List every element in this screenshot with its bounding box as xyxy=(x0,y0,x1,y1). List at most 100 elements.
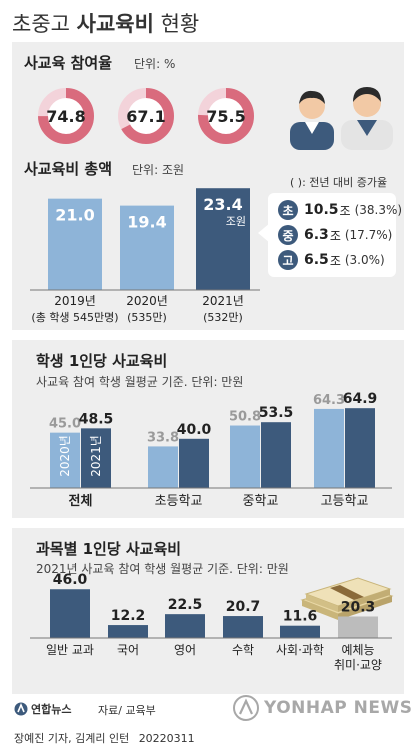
value-elementary: 10.5 xyxy=(304,202,339,218)
page-title: 초중고 사교육비 현황 xyxy=(12,8,199,38)
ps-bar-2020-2 xyxy=(148,446,178,488)
subject-bar-4 xyxy=(223,616,263,638)
ps-value-2021-3: 53.5 xyxy=(259,405,294,421)
title-bold: 사교육비 xyxy=(76,12,154,36)
subject-category-3: 영어 xyxy=(174,643,196,657)
student-face-icon xyxy=(299,93,325,119)
ps-value-2021-4: 64.9 xyxy=(343,391,378,407)
total-student-label-2: (535만) xyxy=(127,311,167,324)
value-high: 6.5 xyxy=(304,252,329,268)
callout-row-middle: 중 6.3 조 (17.7%) xyxy=(278,223,392,247)
subject-bar-3 xyxy=(165,614,205,638)
subject-value-4: 20.7 xyxy=(226,599,261,615)
title-suffix: 현황 xyxy=(153,12,200,36)
total-year-label-1: 2019년 xyxy=(54,294,96,308)
ps-bar-2020-1 xyxy=(50,432,80,488)
credit-text: 장예진 기자, 김계리 인턴 xyxy=(14,732,130,745)
badge-high: 고 xyxy=(278,250,298,270)
date-text: 20220311 xyxy=(138,732,195,745)
credit-line: 장예진 기자, 김계리 인턴 20220311 xyxy=(14,730,195,746)
pct-high: (3.0%) xyxy=(344,253,385,267)
per-student-title: 학생 1인당 사교육비 xyxy=(36,352,168,370)
participation-title: 사교육 참여율 xyxy=(24,54,113,72)
ring-arc-3 xyxy=(198,88,254,144)
subject-value-2: 12.2 xyxy=(111,608,146,624)
callout-row-elementary: 초 10.5 조 (38.3%) xyxy=(278,198,402,222)
ps-value-2020-3: 50.8 xyxy=(229,410,261,425)
ring-arc-1 xyxy=(38,88,94,144)
ps-category-3: 중학교 xyxy=(243,494,279,509)
subject-bar-2 xyxy=(108,625,148,638)
ps-bar-2021-3 xyxy=(261,422,291,488)
subject-value-3: 22.5 xyxy=(168,597,203,613)
yonhap-logo-icon xyxy=(14,702,28,716)
per-student-subtitle: 사교육 참여 학생 월평균 기준. 단위: 만원 xyxy=(36,375,244,389)
ps-value-2020-4: 64.3 xyxy=(313,393,345,408)
per-subject-chart: 46.0 일반 교과 12.2 국어 22.5 영어 20.7 수학 11.6 사회·과학 20.3… xyxy=(30,572,392,672)
total-bar-label-1: 21.0 xyxy=(55,206,94,225)
source-text: 자료/ 교육부 xyxy=(98,704,156,717)
ps-value-2020-2: 33.8 xyxy=(147,430,179,445)
ring-value-3: 75.5 xyxy=(206,107,245,126)
unit-high: 조 xyxy=(329,253,341,268)
ps-category-2: 초등학교 xyxy=(155,494,203,509)
subject-category-6-line2: 취미·교양 xyxy=(334,658,382,672)
callout-box: 초 10.5 조 (38.3%) 중 6.3 조 (17.7%) 고 6.5 조 (3.0%… xyxy=(268,193,402,277)
badge-middle: 중 xyxy=(278,225,298,245)
subject-category-5: 사회·과학 xyxy=(276,643,324,657)
watermark: YONHAP NEWS xyxy=(232,694,412,722)
total-year-label-2: 2020년 xyxy=(126,294,168,308)
ring-value-1: 74.8 xyxy=(46,107,85,126)
subject-category-2: 국어 xyxy=(117,643,139,657)
subject-category-4: 수학 xyxy=(232,643,254,657)
per-subject-subtitle: 2021년 사교육 참여 학생 월평균 기준. 단위: 만원 xyxy=(36,562,289,576)
ps-legend-2021: 2021년 xyxy=(89,435,103,477)
ring-value-2: 67.1 xyxy=(126,107,165,126)
participation-rings: 74.8 67.1 75.5 xyxy=(38,88,254,144)
yonhap-logo: 연합뉴스 xyxy=(14,701,71,717)
participation-unit: 단위: % xyxy=(134,57,176,71)
title-prefix: 초중고 xyxy=(12,12,77,36)
student-body-icon xyxy=(290,122,334,150)
subject-value-5: 11.6 xyxy=(283,609,318,625)
badge-elementary: 초 xyxy=(278,200,298,220)
money-stack-icon xyxy=(300,577,394,620)
subject-value-6: 20.3 xyxy=(341,599,376,615)
unit-middle: 조 xyxy=(329,228,341,243)
total-year-label-3: 2021년 xyxy=(202,294,244,308)
ps-bar-2021-4 xyxy=(345,408,375,488)
pct-elementary: (38.3%) xyxy=(354,203,403,217)
ps-value-2021-1: 48.5 xyxy=(79,411,114,427)
ps-value-2021-2: 40.0 xyxy=(177,422,212,438)
subject-category-6: 예체능 xyxy=(341,643,374,657)
ps-category-1: 전체 xyxy=(69,493,93,509)
subject-value-1: 46.0 xyxy=(53,572,88,588)
ps-bar-2021-2 xyxy=(179,438,209,488)
total-chart: 21.0 2019년 (총 학생 545만명) 19.4 2020년 (535만) 23.4… xyxy=(30,188,260,324)
total-title: 사교육비 총액 xyxy=(24,160,113,178)
total-bar-2 xyxy=(120,205,174,290)
logo-text: 연합뉴스 xyxy=(31,703,72,716)
students-illustration xyxy=(290,87,393,150)
pct-middle: (17.7%) xyxy=(344,228,393,242)
total-bar-1 xyxy=(48,198,102,290)
total-unit: 단위: 조원 xyxy=(132,163,185,177)
total-student-label-3: (532만) xyxy=(203,311,243,324)
ps-bar-2020-4 xyxy=(314,408,344,488)
value-middle: 6.3 xyxy=(304,227,329,243)
ring-arc-2 xyxy=(118,88,174,144)
total-bar-3 xyxy=(196,188,250,290)
subject-bar-1 xyxy=(50,589,90,638)
per-subject-title: 과목별 1인당 사교육비 xyxy=(36,540,182,558)
yonhap-watermark-icon xyxy=(233,695,259,721)
total-bar-label-3: 23.4 xyxy=(203,195,242,214)
subject-bar-5 xyxy=(280,625,320,638)
student-face-icon-2 xyxy=(353,89,381,117)
watermark-text: YONHAP NEWS xyxy=(264,698,413,718)
ps-bar-2020-3 xyxy=(230,425,260,488)
ps-bar-2021-1 xyxy=(81,428,111,488)
callout-pointer xyxy=(258,223,270,243)
total-student-label-1: (총 학생 545만명) xyxy=(31,311,118,324)
per-student-chart: 45.048.5 전체 33.840.0 초등학교 50.853.5 중학교 64.364.… xyxy=(30,391,392,509)
callout-row-high: 고 6.5 조 (3.0%) xyxy=(278,248,385,272)
